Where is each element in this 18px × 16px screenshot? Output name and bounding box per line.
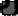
Ex. 40 <box>4 12 5 13</box>
Legend: Ex. 40, Methiothepin: Ex. 40, Methiothepin <box>13 13 18 16</box>
Text: FIGURE 1: FIGURE 1 <box>0 0 18 14</box>
